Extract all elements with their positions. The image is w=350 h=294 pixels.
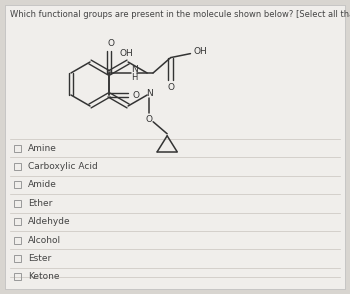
Text: N: N — [146, 88, 153, 98]
Text: O: O — [167, 83, 174, 92]
Text: O: O — [107, 39, 114, 48]
Bar — [14, 273, 21, 280]
Text: N: N — [131, 66, 138, 74]
Text: H: H — [131, 74, 137, 83]
Text: OH: OH — [194, 47, 207, 56]
Bar — [14, 181, 21, 188]
Text: Which functional groups are present in the molecule shown below? [Select all tha: Which functional groups are present in t… — [10, 10, 350, 19]
Bar — [14, 255, 21, 262]
Text: OH: OH — [119, 49, 133, 58]
Text: Ether: Ether — [28, 199, 52, 208]
Text: Amide: Amide — [28, 181, 57, 189]
Bar — [14, 145, 21, 152]
Text: Alcohol: Alcohol — [28, 235, 61, 245]
Bar — [14, 237, 21, 243]
Text: Amine: Amine — [28, 144, 57, 153]
Text: O: O — [146, 115, 153, 124]
Bar — [14, 218, 21, 225]
Bar — [14, 163, 21, 170]
Text: Ketone: Ketone — [28, 272, 60, 281]
Text: O: O — [132, 91, 139, 99]
Text: Ester: Ester — [28, 254, 51, 263]
Text: Aldehyde: Aldehyde — [28, 217, 71, 226]
Bar — [14, 200, 21, 207]
Text: Carboxylic Acid: Carboxylic Acid — [28, 162, 98, 171]
